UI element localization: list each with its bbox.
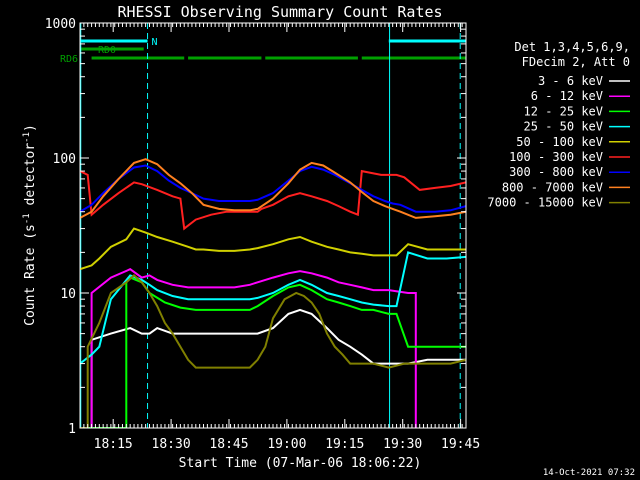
y-axis-ticks: 1 10 100 1000: [45, 17, 466, 437]
series-line: [80, 308, 466, 428]
series-line: [80, 158, 466, 219]
legend-header-detectors: Det 1,3,4,5,6,9,: [514, 40, 630, 54]
x-axis-ticks: 18:15 18:30 18:45 19:00 19:15 19:30 19:45: [79, 23, 480, 452]
y-axis-label: Count Rate (s-1 detector-1): [22, 124, 38, 326]
legend-entry-label: 100 - 300 keV: [509, 150, 603, 164]
series-line: [80, 169, 466, 231]
series-line: [80, 164, 466, 213]
attenuator-vertical-lines: [80, 23, 461, 428]
x-axis-label: Start Time (07-Mar-06 18:06:22): [179, 456, 422, 471]
legend-entry-label: 25 - 50 keV: [524, 120, 603, 134]
legend-entry-label: 6 - 12 keV: [531, 89, 603, 103]
footer-date: 14-Oct-2021 07:32: [543, 468, 635, 478]
y-tick-label: 1000: [45, 17, 76, 32]
legend-entry-label: 12 - 25 keV: [524, 104, 603, 118]
legend-entry-label: 3 - 6 keV: [538, 74, 603, 88]
legend-entry-label: 800 - 7000 keV: [502, 180, 603, 194]
y-tick-label: 100: [53, 152, 76, 167]
legend-header-decimation: FDecim 2, Att 0: [522, 55, 630, 69]
series-line: [80, 227, 466, 271]
series-lines: [80, 158, 466, 428]
x-tick-label: 18:15: [94, 437, 133, 452]
x-tick-label: 19:30: [383, 437, 422, 452]
flag-label: RD0: [98, 45, 116, 56]
legend: Det 1,3,4,5,6,9, FDecim 2, Att 0 3 - 6 k…: [487, 40, 630, 210]
x-tick-label: 19:00: [267, 437, 306, 452]
x-tick-label: 19:45: [441, 437, 480, 452]
flag-lines: N RD0 RD6: [60, 37, 466, 65]
x-tick-label: 18:45: [209, 437, 248, 452]
x-tick-label: 18:30: [152, 437, 191, 452]
legend-entry-label: 300 - 800 keV: [509, 165, 603, 179]
series-line: [80, 268, 417, 428]
y-tick-label: 10: [60, 287, 76, 302]
legend-entry-label: 7000 - 15000 keV: [487, 196, 603, 210]
series-line: [80, 251, 466, 365]
y-tick-label: 1: [68, 422, 76, 437]
chart-title: RHESSI Observing Summary Count Rates: [117, 3, 442, 21]
flag-label: N: [152, 37, 158, 48]
flag-label: RD6: [60, 54, 78, 65]
series-line: [80, 274, 466, 428]
legend-entry-label: 50 - 100 keV: [516, 135, 603, 149]
x-tick-label: 19:15: [325, 437, 364, 452]
